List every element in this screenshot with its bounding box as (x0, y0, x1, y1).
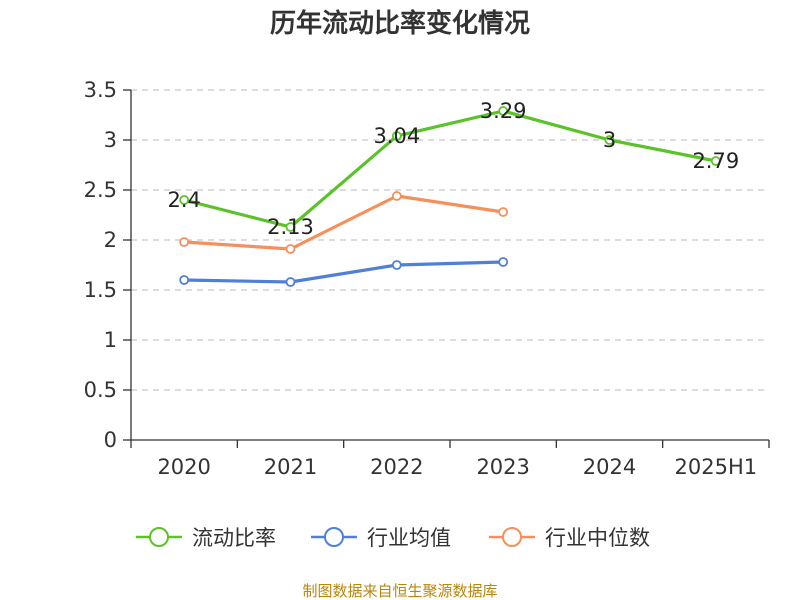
legend-label: 行业中位数 (545, 526, 650, 550)
data-point (391, 131, 402, 141)
y-tick-label: 2.5 (84, 178, 117, 202)
source-note: 制图数据来自恒生聚源数据库 (302, 582, 497, 600)
x-tick-label: 2020 (157, 455, 210, 479)
legend-marker (502, 527, 522, 547)
chart-title: 历年流动比率变化情况 (270, 8, 530, 39)
y-tick-label: 2 (104, 228, 117, 252)
legend-marker (324, 527, 344, 547)
y-tick-label: 3.5 (84, 78, 117, 102)
series-line (182, 260, 505, 284)
data-point (391, 260, 402, 270)
data-label: 3.29 (480, 99, 527, 123)
x-tick-label: 2022 (370, 455, 423, 479)
x-tick-label: 2025H1 (675, 455, 758, 479)
y-tick-label: 0 (104, 428, 117, 452)
data-point (285, 244, 296, 254)
data-label: 3 (603, 128, 616, 152)
y-tick-label: 1.5 (84, 278, 117, 302)
series-line (182, 109, 718, 229)
legend-marker (149, 527, 169, 547)
data-point (604, 135, 615, 145)
legend-label: 行业均值 (367, 526, 451, 550)
y-tick-label: 0.5 (84, 378, 117, 402)
x-tick-label: 2021 (264, 455, 317, 479)
data-label: 2.13 (267, 215, 314, 239)
data-point (498, 207, 509, 217)
data-point (179, 275, 190, 285)
data-point (285, 222, 296, 232)
data-label: 3.04 (373, 124, 420, 148)
data-point (285, 277, 296, 287)
x-tick-label: 2023 (476, 455, 529, 479)
y-tick-label: 3 (104, 128, 117, 152)
data-point (391, 191, 402, 201)
x-tick-label: 2024 (583, 455, 636, 479)
legend-label: 流动比率 (192, 526, 276, 550)
data-label: 2.79 (692, 149, 739, 173)
data-point (498, 257, 509, 267)
series-line (182, 194, 505, 251)
y-tick-label: 1 (104, 328, 117, 352)
data-label: 2.4 (167, 188, 200, 212)
data-point (179, 237, 190, 247)
data-point (179, 195, 190, 205)
data-point (498, 106, 509, 116)
data-point (710, 156, 721, 166)
